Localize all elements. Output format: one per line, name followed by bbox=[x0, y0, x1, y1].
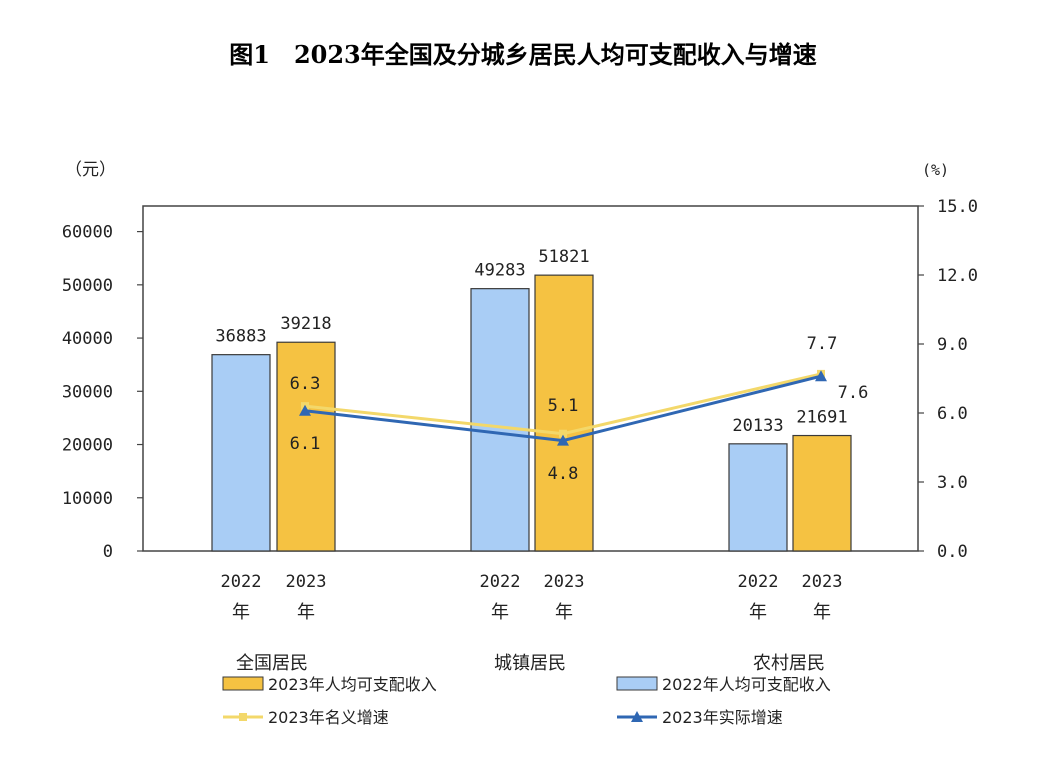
legend-marker-real-growth bbox=[631, 711, 643, 722]
y2-tick-label: 15.0 bbox=[937, 197, 978, 217]
real-growth-point bbox=[557, 434, 569, 446]
real-growth-point bbox=[815, 370, 827, 382]
y2-tick-label: 0.0 bbox=[937, 542, 968, 562]
right-axis-unit: (%) bbox=[922, 161, 949, 179]
bar-2022-label: 20133 bbox=[732, 416, 783, 436]
real-growth-point bbox=[299, 404, 311, 416]
bar-2023-label: 51821 bbox=[538, 247, 589, 267]
y2-tick-label: 9.0 bbox=[937, 335, 968, 355]
x-year-unit: 年 bbox=[749, 602, 767, 623]
bar-2023 bbox=[534, 274, 594, 552]
x-year-label: 2023 bbox=[802, 572, 843, 592]
nominal-growth-label: 6.3 bbox=[290, 374, 321, 394]
x-year-label: 2022 bbox=[221, 572, 262, 592]
legend-label-real-growth: 2023年实际增速 bbox=[662, 708, 783, 727]
y-tick-label: 10000 bbox=[62, 489, 113, 509]
x-year-unit: 年 bbox=[813, 602, 831, 623]
real-growth-label: 6.1 bbox=[290, 434, 321, 454]
y-tick-label: 50000 bbox=[62, 276, 113, 296]
legend-swatch-2023-income bbox=[222, 676, 264, 691]
bar-2023 bbox=[276, 341, 336, 552]
y-tick-label: 40000 bbox=[62, 329, 113, 349]
bar-2022 bbox=[211, 354, 271, 552]
legend-label-2023-income: 2023年人均可支配收入 bbox=[268, 675, 437, 694]
y-tick-label: 60000 bbox=[62, 223, 113, 243]
y-tick-label: 20000 bbox=[62, 436, 113, 456]
x-year-label: 2023 bbox=[544, 572, 585, 592]
x-year-unit: 年 bbox=[232, 602, 250, 623]
bar-2023-label: 39218 bbox=[280, 314, 331, 334]
nominal-growth-label: 5.1 bbox=[548, 396, 579, 416]
category-label: 全国居民 bbox=[236, 653, 308, 674]
x-year-unit: 年 bbox=[297, 602, 315, 623]
plot-area bbox=[142, 205, 919, 552]
nominal-growth-point bbox=[559, 429, 567, 438]
nominal-growth-label: 7.7 bbox=[807, 334, 838, 354]
x-year-label: 2023 bbox=[286, 572, 327, 592]
real-growth-label: 4.8 bbox=[548, 464, 579, 484]
y2-tick-label: 6.0 bbox=[937, 404, 968, 424]
category-label: 城镇居民 bbox=[494, 653, 566, 674]
legend-label-nominal-growth: 2023年名义增速 bbox=[268, 708, 389, 727]
x-year-label: 2022 bbox=[480, 572, 521, 592]
left-axis-unit: （元） bbox=[65, 160, 116, 180]
bar-2023 bbox=[792, 434, 852, 552]
bar-2023-label: 21691 bbox=[796, 408, 847, 428]
x-year-unit: 年 bbox=[491, 602, 509, 623]
y-tick-label: 0 bbox=[103, 542, 113, 562]
category-label: 农村居民 bbox=[753, 653, 825, 674]
real-growth-label: 7.6 bbox=[838, 383, 869, 403]
chart-title: 图1 2023年全国及分城乡居民人均可支配收入与增速 bbox=[229, 40, 817, 69]
x-year-label: 2022 bbox=[738, 572, 779, 592]
bar-2022 bbox=[470, 288, 530, 552]
bar-2022 bbox=[728, 443, 788, 552]
y-tick-label: 30000 bbox=[62, 382, 113, 402]
x-year-unit: 年 bbox=[555, 602, 573, 623]
bar-2022-label: 49283 bbox=[474, 261, 525, 281]
legend-swatch-2022-income bbox=[616, 676, 658, 691]
y2-tick-label: 3.0 bbox=[937, 473, 968, 493]
legend-marker-nominal-growth bbox=[239, 713, 247, 721]
y2-tick-label: 12.0 bbox=[937, 266, 978, 286]
legend-label-2022-income: 2022年人均可支配收入 bbox=[662, 675, 831, 694]
bar-2022-label: 36883 bbox=[215, 327, 266, 347]
